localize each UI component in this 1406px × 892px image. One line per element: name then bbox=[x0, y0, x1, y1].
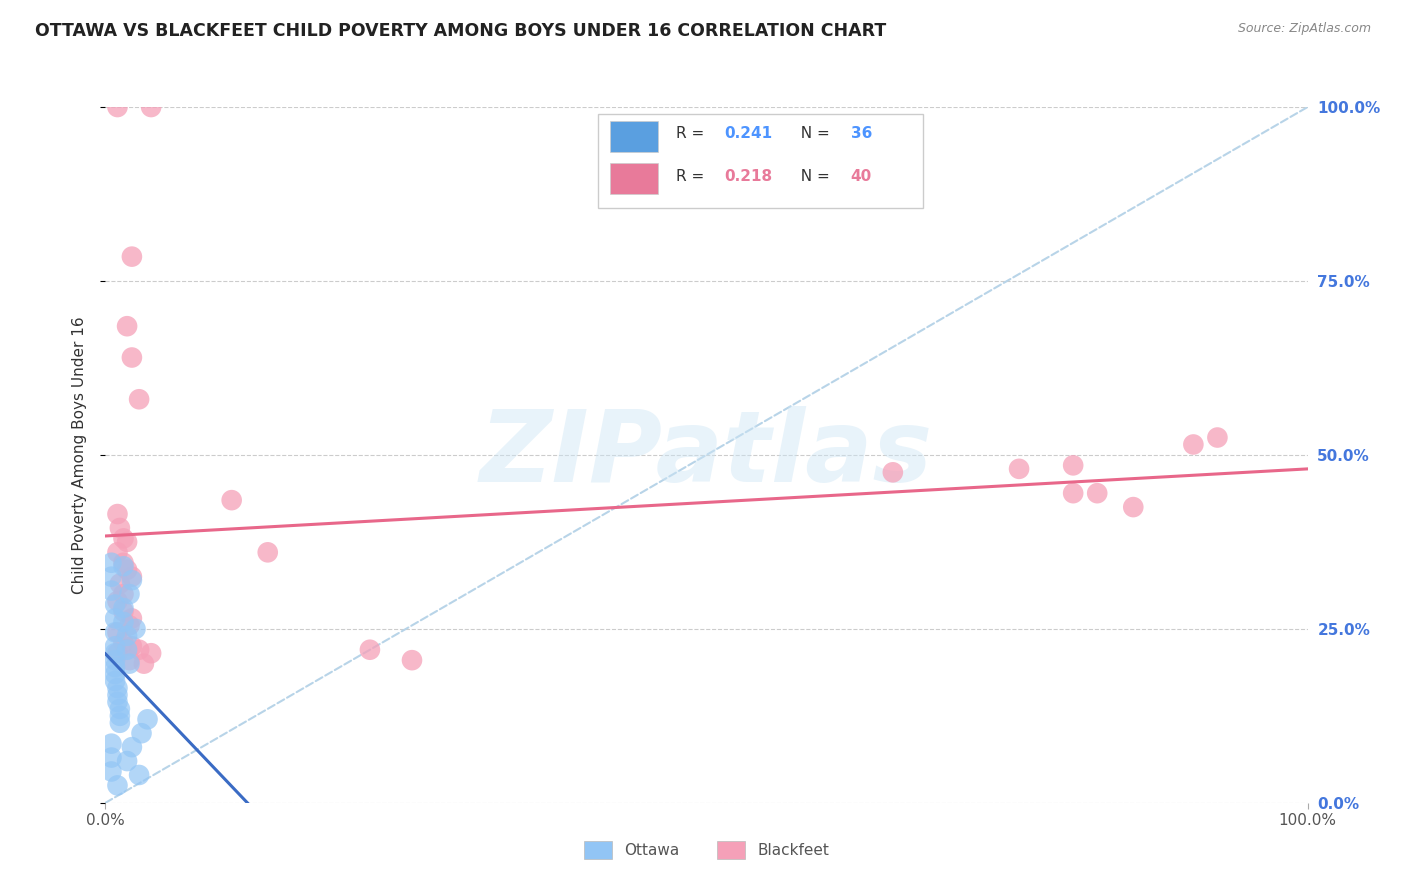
Point bbox=[112, 559, 135, 574]
Point bbox=[112, 605, 135, 619]
Point bbox=[104, 660, 127, 674]
Point bbox=[401, 653, 423, 667]
Point bbox=[107, 594, 129, 608]
Point bbox=[118, 653, 141, 667]
Point bbox=[112, 615, 135, 629]
Point bbox=[104, 639, 127, 653]
Point bbox=[132, 657, 155, 671]
FancyBboxPatch shape bbox=[599, 114, 922, 208]
Text: 0.218: 0.218 bbox=[724, 169, 773, 184]
Point bbox=[128, 768, 150, 782]
Point bbox=[104, 667, 127, 681]
Point bbox=[104, 646, 127, 660]
Point bbox=[121, 250, 143, 264]
Y-axis label: Child Poverty Among Boys Under 16: Child Poverty Among Boys Under 16 bbox=[72, 316, 87, 594]
Point bbox=[1062, 458, 1084, 473]
Point bbox=[107, 100, 129, 114]
Point bbox=[112, 601, 135, 615]
Point bbox=[108, 715, 131, 730]
Point bbox=[221, 493, 243, 508]
Point bbox=[115, 754, 138, 768]
Point bbox=[112, 556, 135, 570]
Point bbox=[100, 583, 122, 598]
Point bbox=[108, 708, 131, 723]
Point bbox=[107, 695, 129, 709]
Point bbox=[115, 629, 138, 643]
Point bbox=[108, 576, 131, 591]
Point bbox=[104, 598, 127, 612]
Point bbox=[112, 636, 135, 650]
Text: R =: R = bbox=[676, 126, 710, 141]
Point bbox=[1008, 462, 1031, 476]
Legend: Ottawa, Blackfeet: Ottawa, Blackfeet bbox=[578, 835, 835, 864]
Point bbox=[1182, 437, 1205, 451]
Point bbox=[121, 570, 143, 584]
Point bbox=[136, 712, 159, 726]
Point bbox=[1122, 500, 1144, 514]
Point bbox=[115, 642, 138, 657]
Point bbox=[107, 646, 129, 660]
Point bbox=[100, 764, 122, 779]
Text: N =: N = bbox=[790, 126, 834, 141]
Point bbox=[1206, 431, 1229, 445]
Point bbox=[115, 319, 138, 334]
Point bbox=[121, 639, 143, 653]
Point bbox=[121, 611, 143, 625]
Point bbox=[107, 688, 129, 702]
Point bbox=[118, 587, 141, 601]
Point bbox=[131, 726, 153, 740]
Point bbox=[100, 556, 122, 570]
FancyBboxPatch shape bbox=[610, 121, 658, 153]
Point bbox=[121, 740, 143, 755]
Point bbox=[107, 507, 129, 521]
Point bbox=[128, 392, 150, 407]
Point bbox=[139, 100, 162, 114]
Point bbox=[104, 625, 127, 640]
Point bbox=[107, 545, 129, 559]
Point bbox=[112, 587, 135, 601]
Point bbox=[100, 737, 122, 751]
Point bbox=[115, 563, 138, 577]
Point bbox=[359, 642, 381, 657]
Point bbox=[118, 618, 141, 632]
Text: R =: R = bbox=[676, 169, 710, 184]
Point bbox=[108, 702, 131, 716]
Point bbox=[1085, 486, 1108, 500]
FancyBboxPatch shape bbox=[610, 162, 658, 194]
Point bbox=[118, 657, 141, 671]
Point bbox=[139, 646, 162, 660]
Text: 36: 36 bbox=[851, 126, 872, 141]
Point bbox=[112, 532, 135, 546]
Point bbox=[121, 573, 143, 587]
Text: OTTAWA VS BLACKFEET CHILD POVERTY AMONG BOYS UNDER 16 CORRELATION CHART: OTTAWA VS BLACKFEET CHILD POVERTY AMONG … bbox=[35, 22, 886, 40]
Point bbox=[108, 521, 131, 535]
Point bbox=[128, 642, 150, 657]
Point bbox=[100, 750, 122, 764]
Point bbox=[107, 625, 129, 640]
Point bbox=[104, 653, 127, 667]
Text: ZIPatlas: ZIPatlas bbox=[479, 407, 934, 503]
Text: 40: 40 bbox=[851, 169, 872, 184]
Point bbox=[107, 778, 129, 792]
Point bbox=[256, 545, 278, 559]
Point bbox=[124, 622, 146, 636]
Point bbox=[104, 674, 127, 689]
Point bbox=[121, 351, 143, 365]
Point bbox=[104, 611, 127, 625]
Point bbox=[115, 535, 138, 549]
Text: 0.241: 0.241 bbox=[724, 126, 773, 141]
Text: N =: N = bbox=[790, 169, 834, 184]
Point bbox=[100, 570, 122, 584]
Point bbox=[882, 466, 904, 480]
Point bbox=[107, 681, 129, 695]
Point bbox=[1062, 486, 1084, 500]
Text: Source: ZipAtlas.com: Source: ZipAtlas.com bbox=[1237, 22, 1371, 36]
